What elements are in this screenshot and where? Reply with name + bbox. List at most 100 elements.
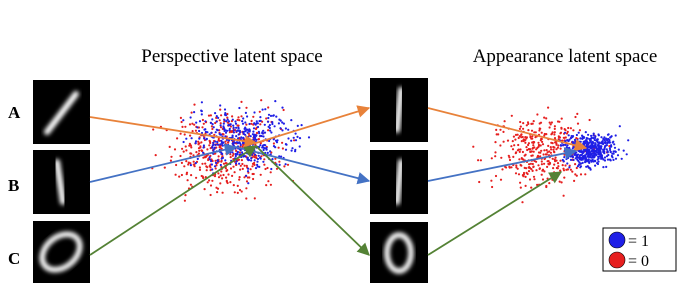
point	[198, 130, 200, 132]
point	[607, 151, 609, 153]
point	[541, 174, 543, 176]
point	[586, 143, 588, 145]
digit-image	[370, 150, 428, 214]
point	[495, 129, 497, 131]
point	[225, 145, 227, 147]
point	[550, 146, 552, 148]
point	[202, 119, 204, 121]
point	[562, 164, 564, 166]
point	[583, 141, 585, 143]
point	[233, 127, 235, 129]
point	[550, 133, 552, 135]
point	[539, 128, 541, 130]
point	[560, 145, 562, 147]
point	[253, 134, 255, 136]
point	[553, 151, 555, 153]
point	[192, 130, 194, 132]
point	[557, 162, 559, 164]
point	[223, 123, 225, 125]
point	[586, 152, 588, 154]
point	[522, 122, 524, 124]
point	[597, 161, 599, 163]
point	[236, 160, 238, 162]
point	[490, 180, 492, 182]
point	[285, 163, 287, 165]
point	[593, 160, 595, 162]
point	[271, 121, 273, 123]
point	[587, 156, 589, 158]
point	[190, 153, 192, 155]
point	[217, 172, 219, 174]
point	[558, 121, 560, 123]
point	[526, 136, 528, 138]
point	[578, 164, 580, 166]
point	[577, 123, 579, 125]
point	[237, 116, 239, 118]
point	[155, 154, 157, 156]
point	[215, 160, 217, 162]
point	[515, 152, 517, 154]
point	[250, 123, 252, 125]
point	[533, 178, 535, 180]
point	[248, 176, 250, 178]
point	[504, 120, 506, 122]
point	[248, 159, 250, 161]
point	[220, 164, 222, 166]
point	[246, 115, 248, 117]
point	[561, 181, 563, 183]
point	[545, 117, 547, 119]
row-label: A	[8, 103, 21, 122]
point	[530, 168, 532, 170]
point	[513, 136, 515, 138]
point	[202, 157, 204, 159]
point	[252, 139, 254, 141]
point	[501, 168, 503, 170]
digit-image	[33, 80, 90, 144]
point	[547, 107, 549, 109]
point	[211, 180, 213, 182]
point	[250, 159, 252, 161]
point	[580, 159, 582, 161]
point	[529, 148, 531, 150]
point	[262, 145, 264, 147]
point	[308, 136, 310, 138]
point	[217, 117, 219, 119]
point	[254, 154, 256, 156]
point	[210, 194, 212, 196]
point	[234, 120, 236, 122]
point	[533, 176, 535, 178]
point	[285, 149, 287, 151]
point	[522, 128, 524, 130]
point	[290, 119, 292, 121]
point	[246, 180, 248, 182]
point	[560, 132, 562, 134]
point	[522, 151, 524, 153]
point	[225, 177, 227, 179]
point	[582, 144, 584, 146]
point	[280, 120, 282, 122]
point	[201, 110, 203, 112]
point	[559, 160, 561, 162]
point	[226, 130, 228, 132]
point	[183, 165, 185, 167]
point	[193, 111, 195, 113]
point	[176, 137, 178, 139]
point	[203, 123, 205, 125]
point	[222, 133, 224, 135]
point	[270, 184, 272, 186]
point	[278, 161, 280, 163]
point	[562, 168, 564, 170]
point	[242, 123, 244, 125]
point	[532, 154, 534, 156]
point	[519, 151, 521, 153]
point	[238, 163, 240, 165]
point	[553, 133, 555, 135]
point	[593, 152, 595, 154]
point	[291, 147, 293, 149]
point	[587, 134, 589, 136]
point	[564, 164, 566, 166]
point	[528, 142, 530, 144]
point	[523, 139, 525, 141]
point	[299, 137, 301, 139]
point	[201, 101, 203, 103]
